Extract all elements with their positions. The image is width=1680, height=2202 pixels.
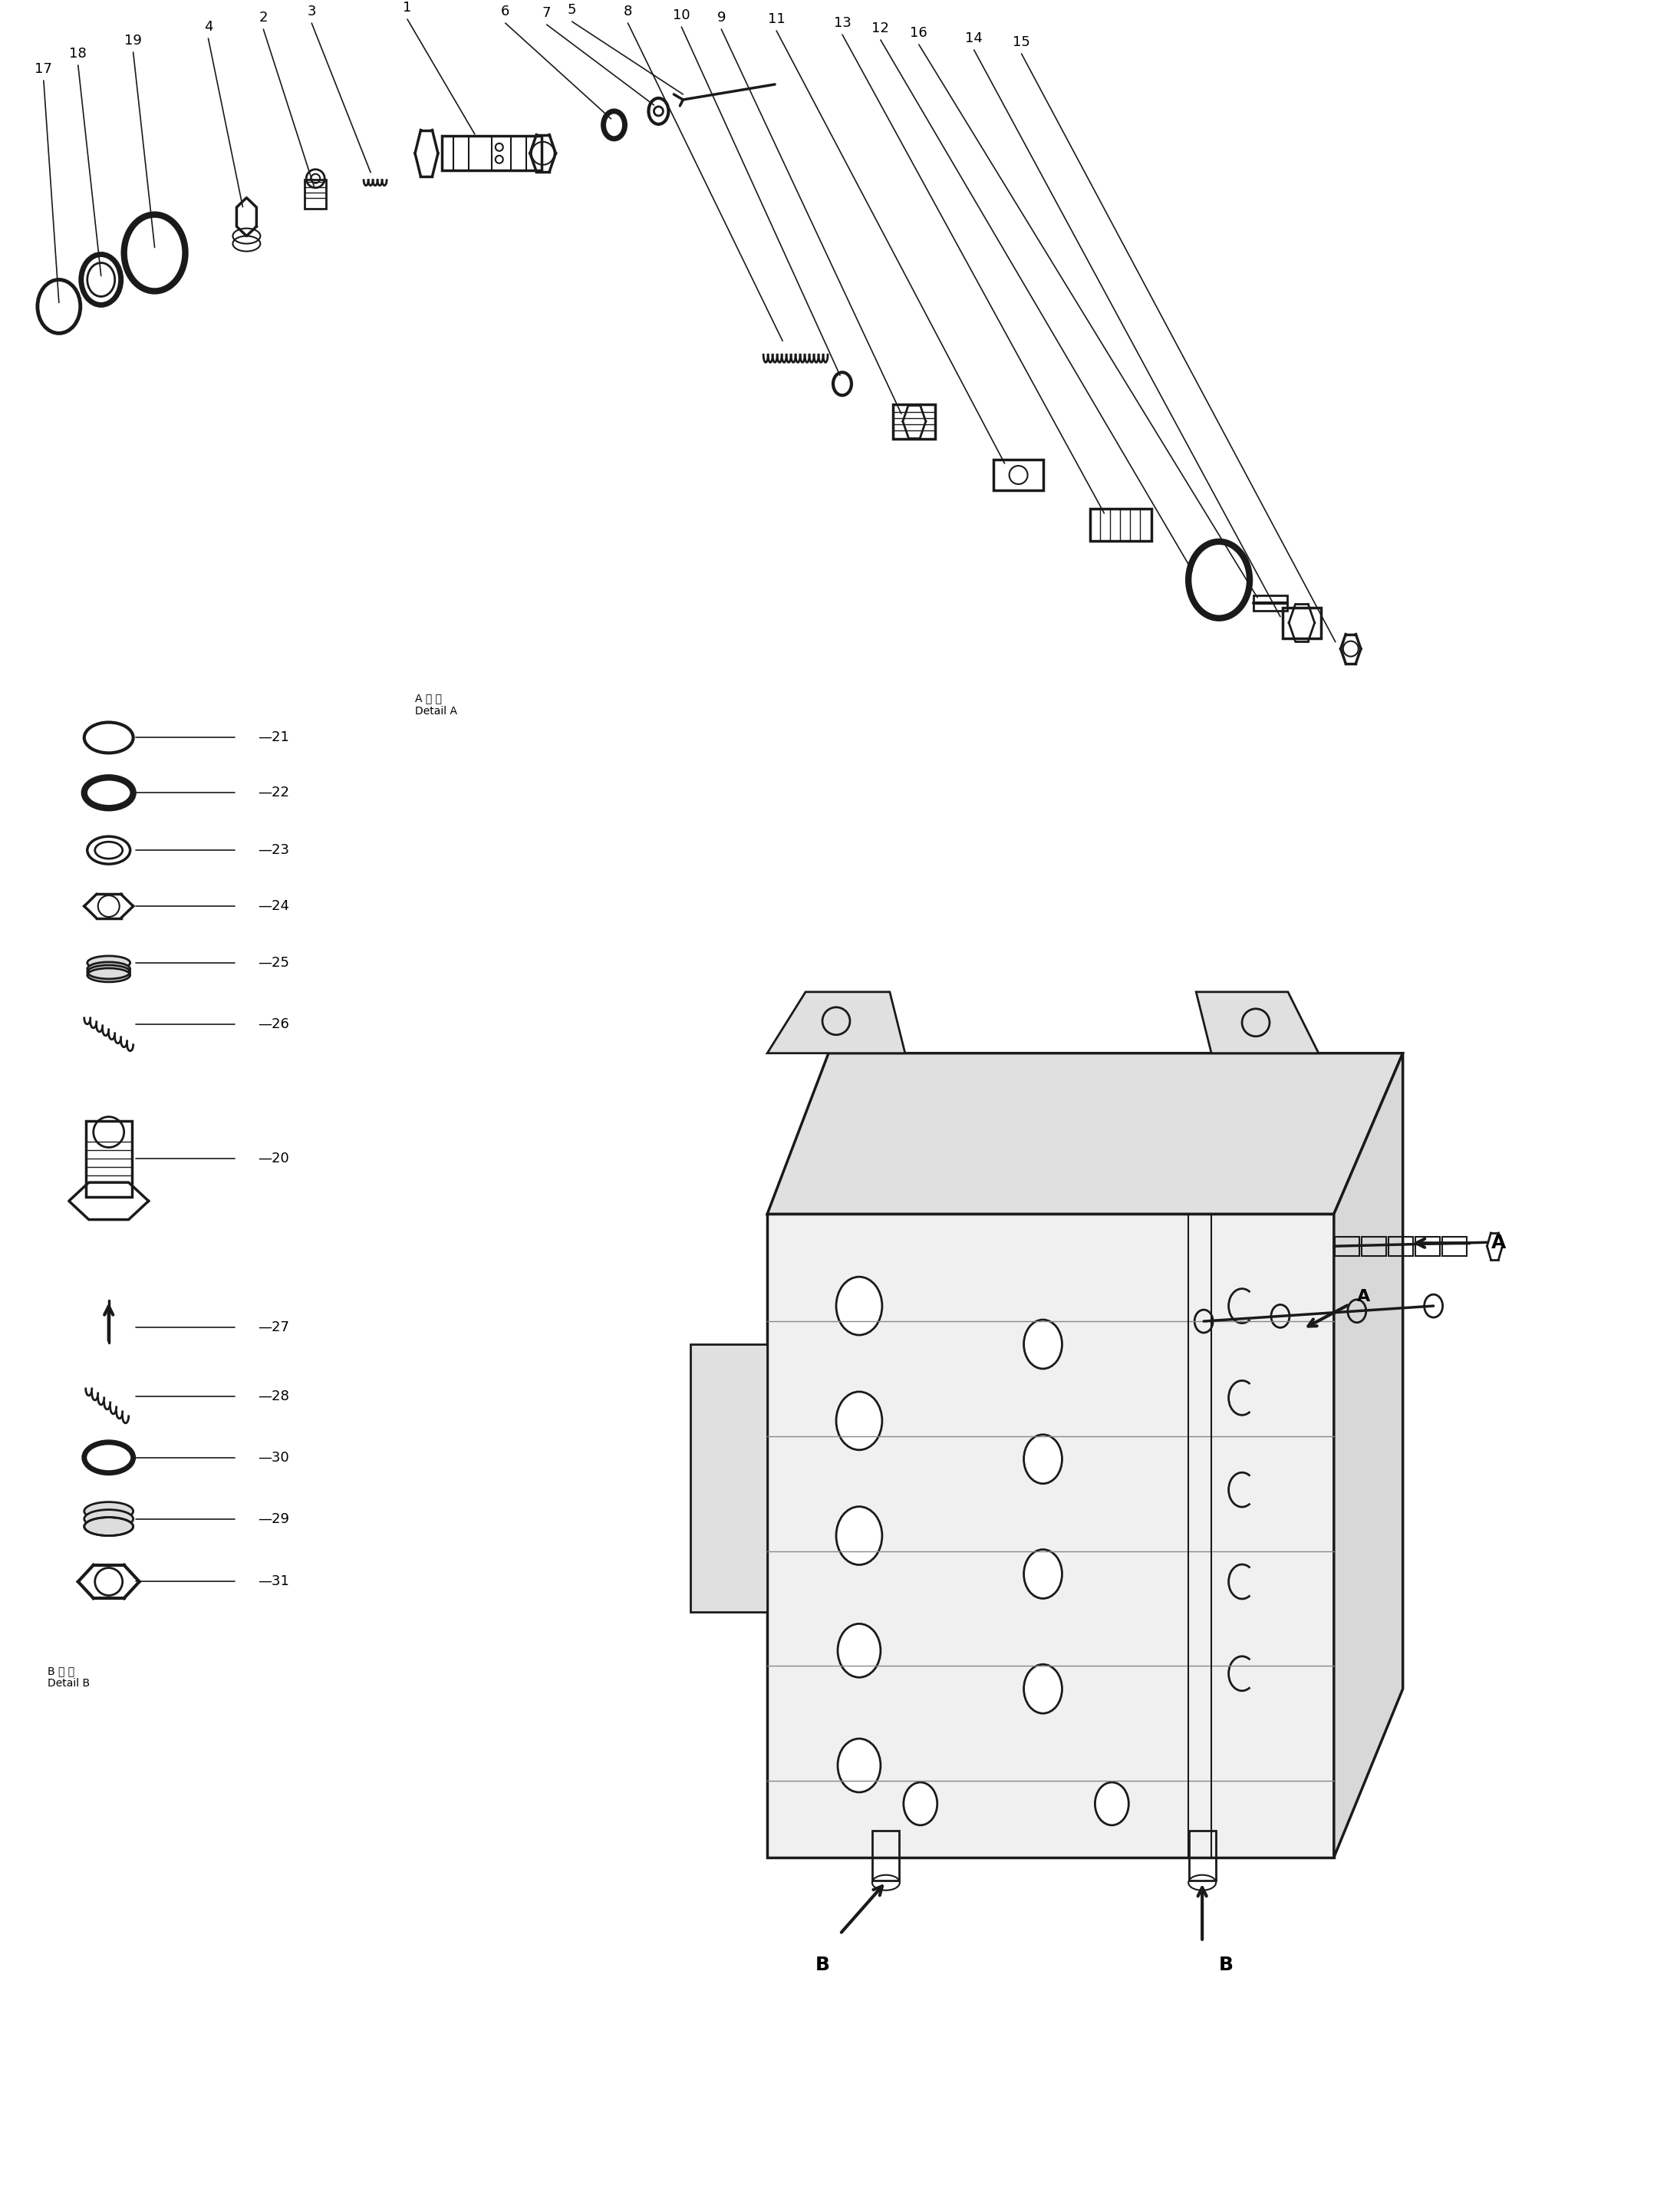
Text: —27: —27 <box>259 1321 289 1334</box>
Polygon shape <box>1334 1053 1403 1856</box>
Text: B 詳 細
Detail B: B 詳 細 Detail B <box>47 1667 89 1689</box>
Text: —20: —20 <box>259 1152 289 1165</box>
Polygon shape <box>768 1213 1334 1856</box>
Text: 5: 5 <box>568 2 576 18</box>
Text: —23: —23 <box>259 843 289 857</box>
Polygon shape <box>690 1343 768 1612</box>
Text: —24: —24 <box>259 898 289 914</box>
Bar <box>1334 1238 1359 1255</box>
Ellipse shape <box>84 1502 133 1519</box>
Ellipse shape <box>1095 1781 1129 1825</box>
Ellipse shape <box>84 1517 133 1535</box>
Text: 12: 12 <box>872 22 889 35</box>
Text: A: A <box>1490 1233 1505 1253</box>
Text: 11: 11 <box>768 13 785 26</box>
Bar <box>86 1121 131 1198</box>
Ellipse shape <box>87 962 129 975</box>
Ellipse shape <box>87 969 129 982</box>
Bar <box>1189 1830 1216 1881</box>
Text: 4: 4 <box>203 20 213 33</box>
Text: —22: —22 <box>259 786 289 799</box>
Bar <box>1253 595 1287 610</box>
Text: —26: —26 <box>259 1017 289 1031</box>
Polygon shape <box>768 991 906 1053</box>
Text: A 詳 細
Detail A: A 詳 細 Detail A <box>415 694 457 716</box>
Text: —21: —21 <box>259 731 289 744</box>
Text: 2: 2 <box>259 11 267 24</box>
Text: 14: 14 <box>966 31 983 46</box>
Ellipse shape <box>904 1781 937 1825</box>
Ellipse shape <box>838 1623 880 1678</box>
Text: —28: —28 <box>259 1389 289 1403</box>
Ellipse shape <box>837 1277 882 1334</box>
Ellipse shape <box>837 1392 882 1449</box>
Text: B: B <box>815 1955 830 1973</box>
Ellipse shape <box>1023 1550 1062 1599</box>
Bar <box>1415 1238 1440 1255</box>
Text: 18: 18 <box>69 46 87 62</box>
Text: 8: 8 <box>623 4 632 18</box>
Text: —30: —30 <box>259 1451 289 1464</box>
Bar <box>1388 1238 1413 1255</box>
Text: 10: 10 <box>672 9 690 22</box>
Polygon shape <box>768 1053 1403 1213</box>
Text: 13: 13 <box>833 15 852 31</box>
Text: 6: 6 <box>501 4 509 18</box>
Ellipse shape <box>1023 1665 1062 1713</box>
Bar <box>1361 1238 1386 1255</box>
Bar <box>993 460 1043 491</box>
Bar <box>894 405 936 438</box>
Text: 7: 7 <box>543 7 551 20</box>
Text: 1: 1 <box>403 0 412 15</box>
Bar <box>1282 608 1320 639</box>
Ellipse shape <box>837 1506 882 1566</box>
Bar <box>442 137 541 170</box>
Text: B: B <box>1220 1955 1233 1973</box>
Ellipse shape <box>1023 1434 1062 1484</box>
Ellipse shape <box>87 956 129 969</box>
Text: 15: 15 <box>1013 35 1030 48</box>
Bar <box>1441 1238 1467 1255</box>
Bar <box>872 1830 899 1881</box>
Bar <box>1090 509 1152 542</box>
Ellipse shape <box>838 1740 880 1792</box>
Text: A: A <box>1357 1288 1371 1304</box>
Text: —31: —31 <box>259 1574 289 1588</box>
Text: 16: 16 <box>911 26 927 40</box>
Text: 3: 3 <box>307 4 316 18</box>
Ellipse shape <box>84 1511 133 1528</box>
Polygon shape <box>1196 991 1319 1053</box>
Text: —29: —29 <box>259 1513 289 1526</box>
Ellipse shape <box>1023 1319 1062 1370</box>
Text: 17: 17 <box>35 62 52 75</box>
Text: —25: —25 <box>259 956 289 969</box>
Text: 9: 9 <box>717 11 726 24</box>
Bar <box>304 178 326 209</box>
Text: 19: 19 <box>124 33 143 48</box>
